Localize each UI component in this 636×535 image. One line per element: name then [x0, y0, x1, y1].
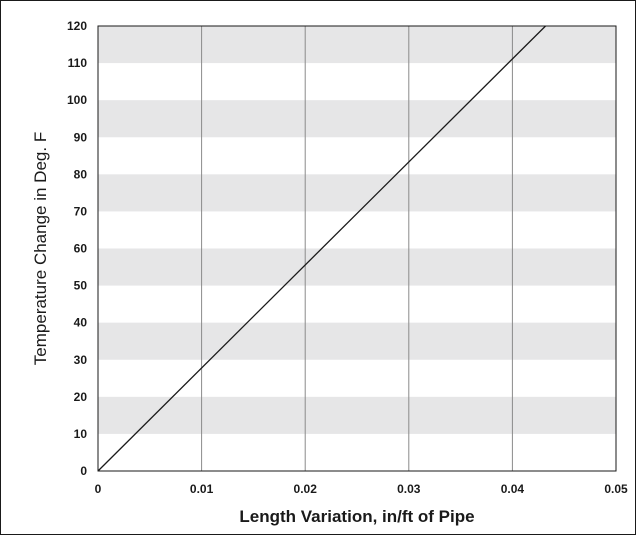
x-tick-label: 0.05 [604, 482, 628, 496]
y-tick-labels: 0 10 20 30 40 50 60 70 80 90 100 110 120 [67, 19, 87, 478]
y-tick-label: 0 [80, 464, 87, 478]
grid-band [98, 396, 616, 434]
y-tick-label: 100 [67, 93, 87, 107]
y-tick-label: 70 [74, 204, 88, 218]
y-tick-label: 50 [74, 279, 88, 293]
y-axis-label: Temperature Change in Deg. F [31, 132, 50, 365]
y-tick-label: 90 [74, 130, 88, 144]
y-tick-label: 60 [74, 242, 88, 256]
vertical-gridlines [201, 26, 513, 471]
grid-band [98, 26, 616, 64]
x-tick-label: 0 [95, 482, 102, 496]
x-axis-label: Length Variation, in/ft of Pipe [239, 507, 474, 526]
x-tick-label: 0.04 [501, 482, 525, 496]
y-tick-label: 120 [67, 19, 87, 33]
series-layer [97, 25, 547, 472]
x-tick-label: 0.03 [397, 482, 421, 496]
y-tick-label: 40 [74, 316, 88, 330]
horizontal-bands [98, 26, 616, 434]
x-tick-labels: 0 0.01 0.02 0.03 0.04 0.05 [95, 482, 628, 496]
x-tick-label: 0.01 [190, 482, 214, 496]
grid-band [98, 100, 616, 138]
grid-band [98, 322, 616, 360]
plot-area-border [97, 25, 617, 472]
grid-band [98, 174, 616, 212]
grid-band [98, 248, 616, 286]
y-tick-label: 30 [74, 353, 88, 367]
y-tick-label: 110 [68, 56, 88, 70]
y-tick-label: 10 [74, 427, 88, 441]
x-tick-label: 0.02 [294, 482, 318, 496]
series-line [97, 25, 547, 472]
y-tick-label: 20 [74, 390, 88, 404]
y-tick-label: 80 [74, 167, 88, 181]
